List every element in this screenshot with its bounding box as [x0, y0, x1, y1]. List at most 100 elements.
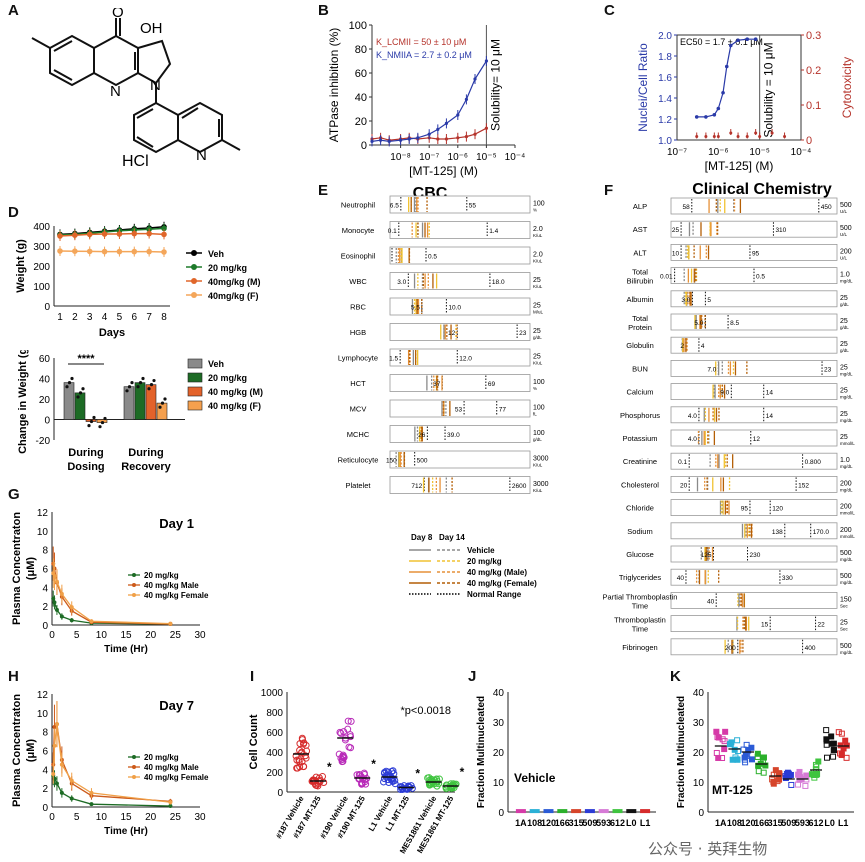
- range-high-label: 310: [775, 227, 786, 234]
- table-row-box: [670, 591, 838, 609]
- mn-data-point: [713, 749, 720, 756]
- d2-bar-point: [87, 424, 91, 428]
- pk-point: [168, 804, 173, 809]
- mn-x-tick-label: 593: [795, 818, 810, 828]
- mn-data-point: [813, 763, 820, 770]
- i-p-value: *p<0.0018: [401, 705, 451, 717]
- b-x-tick-label: 10⁻⁵: [476, 152, 497, 163]
- mn-data-point: [776, 776, 783, 783]
- pk-legend-label: 20 mg/kg: [144, 571, 179, 580]
- range-high-label: 55: [469, 203, 477, 210]
- d1-x-tick-label: 1: [57, 312, 63, 323]
- pk-point: [59, 790, 64, 795]
- mn-data-point: [754, 750, 761, 757]
- table-row-label: Creatinine: [623, 457, 657, 466]
- table-row-unit: mg/dL: [840, 418, 853, 423]
- b-annotation-k-nmiia: K_NMIIA = 2.7 ± 0.2 μM: [376, 50, 472, 60]
- c-y-tick-label: 1.6: [658, 73, 672, 84]
- pk-y-axis-label: Plasma Concentraton: [11, 694, 23, 807]
- i-data-point: [347, 717, 355, 725]
- i-data-point: [397, 783, 405, 791]
- table-row-unit: g/dL: [840, 325, 849, 330]
- table-row-box: [389, 348, 531, 367]
- i-data-point: [429, 780, 437, 788]
- c-x-tick-label: 10⁻⁴: [791, 147, 812, 158]
- d2-bar-point: [98, 425, 102, 429]
- table-row-max: 100: [533, 405, 545, 412]
- table-row-max: 25: [840, 341, 848, 348]
- pk-legend-marker: [132, 583, 136, 587]
- mn-y-tick-label: 20: [693, 748, 705, 759]
- range-high-label: 4: [701, 343, 705, 350]
- pk-x-axis-label: Time (Hr): [104, 644, 148, 655]
- range-high-label: 18.0: [492, 279, 505, 286]
- d2-bar-point: [141, 376, 145, 381]
- panel-letter-f: F: [604, 182, 614, 199]
- range-high-label: 152: [798, 482, 809, 489]
- range-high-label: 12: [753, 436, 761, 443]
- mn-x-tick-label: 1A: [515, 818, 527, 828]
- mn-data-point: [584, 809, 595, 814]
- watermark: 公众号 · 英拜生物: [648, 840, 768, 858]
- i-data-point: [340, 753, 348, 761]
- c-point-nuclei: [712, 113, 717, 117]
- i-data-point: [407, 782, 415, 790]
- mn-x-tick-label: L1: [838, 818, 849, 828]
- table-row-max: 500: [840, 550, 852, 557]
- pk-point: [69, 605, 74, 610]
- pk-point: [52, 724, 57, 729]
- d1-point: [72, 232, 78, 238]
- i-data-point: [301, 752, 309, 760]
- d2-legend-swatch: [187, 400, 203, 411]
- mn-data-point: [837, 750, 844, 757]
- table-row-box: [389, 323, 531, 341]
- mn-data-point: [803, 772, 810, 779]
- mn-data-point: [824, 754, 831, 761]
- d1-point: [131, 248, 138, 255]
- d2-x-label-line2: Recovery: [121, 461, 171, 473]
- range-low-label: 4.0: [688, 436, 697, 443]
- b-x-tick-label: 10⁻⁷: [419, 152, 439, 163]
- b-x-tick-label: 10⁻⁶: [448, 152, 469, 163]
- mn-data-point: [571, 809, 582, 814]
- mn-data-point: [721, 738, 728, 745]
- table-row-unit: mg/dL: [840, 279, 853, 284]
- c-solubility-label: Solubility = 10 μM: [762, 42, 776, 137]
- i-significance-star: *: [327, 760, 332, 774]
- b-x-tick-label: 10⁻⁴: [505, 152, 526, 163]
- table-row-unit: g/dL: [840, 302, 849, 307]
- mn-x-tick-label: 509: [582, 818, 597, 828]
- mn-data-point: [788, 781, 795, 788]
- c-y-tick-label: 1.2: [658, 115, 672, 126]
- mn-data-point: [543, 809, 554, 814]
- chart-atpase-inhibition: 0 20 40 60 80 100 10⁻⁸ 10⁻⁷ 10⁻⁶ 10⁻⁵ 10⁻⁴ [MT-125]…: [327, 20, 526, 178]
- c-x-tick-label: 10⁻⁶: [708, 147, 729, 158]
- i-data-point: [449, 780, 457, 788]
- legend-label: Normal Range: [467, 590, 522, 599]
- range-high-label: 14: [766, 390, 774, 397]
- legend-header-day8: Day 8: [411, 533, 433, 542]
- mn-data-point: [726, 741, 733, 748]
- mn-data-point: [729, 756, 736, 763]
- mn-y-axis-label: Fraction Multinucleated: [476, 696, 487, 808]
- chart-nuclei-cell-ratio: 1.0 1.2 1.4 1.6 1.8 2.0 0 0.1 0.2 0.3 10⁻⁷ 10⁻⁶ 10⁻⁵…: [636, 30, 854, 173]
- d1-y-tick-label: 300: [33, 242, 50, 253]
- pk-legend-marker: [132, 573, 136, 577]
- table-row-label: MCV: [350, 405, 367, 414]
- c-y2-axis-label: Cytotoxicity: [840, 57, 854, 118]
- range-high-label: 330: [782, 575, 793, 582]
- panel-letter-h: H: [8, 668, 19, 685]
- i-data-point: [344, 725, 352, 733]
- range-low-label: 200: [725, 645, 736, 652]
- table-row-label: Calcium: [626, 388, 653, 397]
- table-row-unit: K/uL: [533, 463, 543, 468]
- mn-data-point: [838, 752, 845, 759]
- table-row-unit: K/uL: [533, 259, 543, 264]
- d1-point: [86, 248, 93, 255]
- table-row-unit: mg/dL: [840, 464, 853, 469]
- table-row-unit: mg/dL: [840, 557, 853, 562]
- b-point-lcmii: [464, 135, 469, 139]
- table-row-max: 2.0: [533, 226, 543, 233]
- mn-data-point: [714, 734, 721, 741]
- range-high-label: 500: [417, 458, 428, 465]
